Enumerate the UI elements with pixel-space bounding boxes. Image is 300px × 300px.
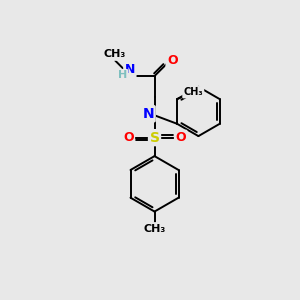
Text: CH₃: CH₃ — [103, 50, 126, 59]
Text: N: N — [125, 63, 135, 76]
Text: N: N — [142, 107, 154, 121]
Text: CH₃: CH₃ — [143, 224, 166, 233]
Text: O: O — [176, 131, 186, 144]
Text: CH₃: CH₃ — [183, 87, 203, 97]
Text: H: H — [118, 70, 127, 80]
Text: O: O — [167, 54, 178, 67]
Text: O: O — [123, 131, 134, 144]
Text: S: S — [149, 130, 160, 145]
